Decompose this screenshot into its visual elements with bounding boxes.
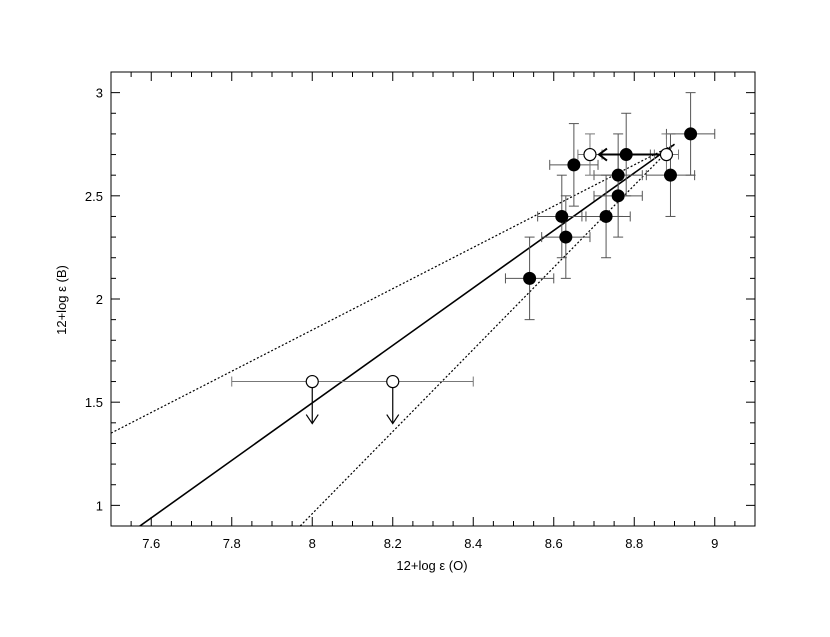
shift-arrowhead [597,147,608,162]
open-point [305,374,319,389]
x-tick-label: 8.8 [625,536,643,551]
y-tick-label: 1 [96,498,103,513]
data-points [305,127,698,425]
y-tick-label: 1.5 [85,395,103,410]
filled-point [611,168,625,182]
filled-point [663,168,677,182]
plot-frame [110,71,756,527]
y-tick-label: 2 [96,292,103,307]
x-tick-label: 8.6 [545,536,563,551]
x-tick-label: 8 [309,536,316,551]
open-point [583,147,597,162]
y-tick-label: 3 [96,86,103,101]
open-point [386,374,400,389]
solid-fit-line [138,143,675,526]
filled-point [559,230,573,244]
y-axis-ticks: 1 1.5 2 2.5 3 [85,71,755,527]
x-tick-label: 8.2 [384,536,402,551]
filled-point [567,158,581,172]
filled-point [599,209,613,223]
filled-point [523,271,537,285]
fit-lines [111,143,675,526]
open-point [659,147,674,162]
filled-point [555,209,569,223]
dotted-fit-line [111,143,675,434]
x-tick-label: 7.8 [223,536,241,551]
plot-border [110,71,756,527]
y-tick-label: 2.5 [85,189,103,204]
filled-point [684,127,698,141]
x-axis-ticks: 7.6 7.8 8 8.2 8.4 8.6 8.8 9 [110,72,756,551]
upper-limit-arrowhead [305,414,319,425]
dotted-fit-line [299,143,675,526]
x-tick-label: 8.4 [464,536,482,551]
x-tick-label: 9 [711,536,718,551]
y-axis-label: 12+log ε (B) [54,265,69,335]
error-bars [231,92,716,387]
x-axis-label: 12+log ε (O) [396,558,467,573]
filled-point [611,189,625,203]
upper-limit-arrowhead [386,414,400,425]
x-tick-label: 7.6 [142,536,160,551]
